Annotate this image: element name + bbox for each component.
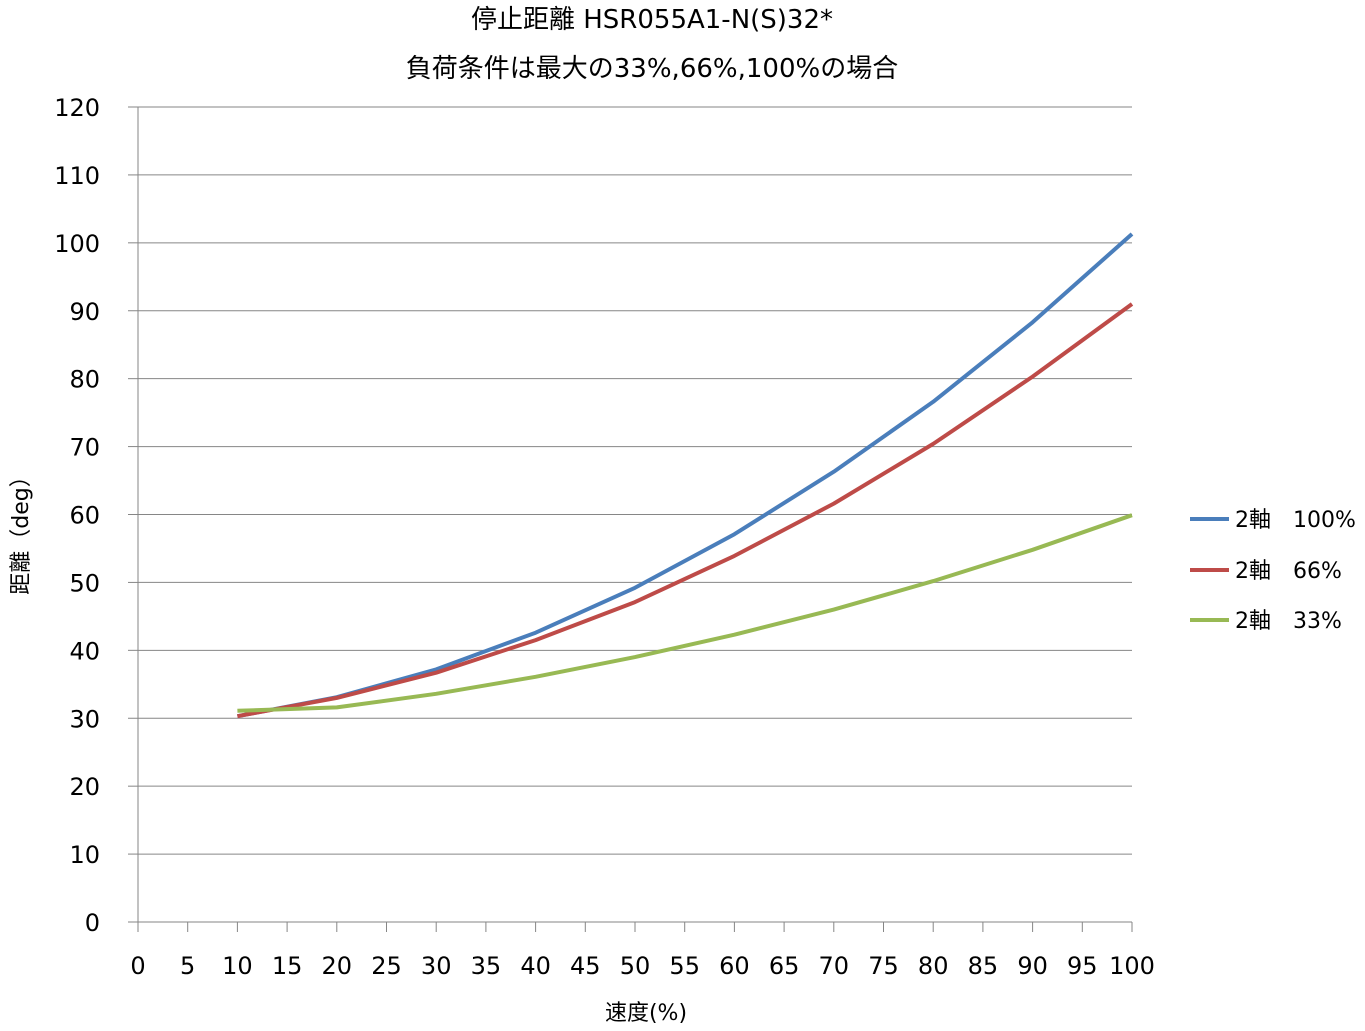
chart-title: 停止距離 HSR055A1-N(S)32* 負荷条件は最大の33%,66%,10… xyxy=(406,5,898,84)
axes xyxy=(128,106,1133,932)
y-tick-label: 110 xyxy=(54,162,100,190)
y-tick-label: 90 xyxy=(69,298,100,326)
x-tick-label: 85 xyxy=(968,952,999,980)
y-tick-label: 0 xyxy=(85,909,100,937)
y-tick-label: 10 xyxy=(69,841,100,869)
y-tick-label: 40 xyxy=(69,637,100,665)
x-tick-label: 20 xyxy=(322,952,353,980)
x-tick-label: 0 xyxy=(130,952,145,980)
legend: 2軸 100% 2軸 66% 2軸 33% xyxy=(1190,508,1356,634)
y-axis-label: 距離（deg） xyxy=(9,465,34,594)
y-tick-label: 70 xyxy=(69,434,100,462)
gridlines xyxy=(138,106,1132,855)
series-line-2 xyxy=(237,513,1133,713)
y-tick-label: 100 xyxy=(54,230,100,258)
x-tick-label: 70 xyxy=(819,952,850,980)
legend-label-1: 2軸 66% xyxy=(1235,559,1342,584)
y-tick-label: 120 xyxy=(54,94,100,122)
x-tick-label: 75 xyxy=(868,952,899,980)
x-axis-label: 速度(%) xyxy=(605,1001,687,1026)
x-tick-label: 40 xyxy=(520,952,551,980)
y-tick-label: 60 xyxy=(69,502,100,530)
legend-label-0: 2軸 100% xyxy=(1235,508,1356,533)
y-tick-label: 20 xyxy=(69,773,100,801)
chart-title-line-1: 停止距離 HSR055A1-N(S)32* xyxy=(471,5,833,35)
y-tick-label: 80 xyxy=(69,366,100,394)
legend-label-2: 2軸 33% xyxy=(1235,609,1342,634)
x-tick-label: 65 xyxy=(769,952,800,980)
x-tick-label: 10 xyxy=(222,952,253,980)
x-tick-label: 5 xyxy=(180,952,195,980)
chart-title-line-2: 負荷条件は最大の33%,66%,100%の場合 xyxy=(406,54,898,84)
x-tick-label: 100 xyxy=(1109,952,1155,980)
series-lines xyxy=(237,232,1134,719)
x-tick-label: 80 xyxy=(918,952,949,980)
x-tick-labels: 0 5 10 15 20 25 30 35 40 45 50 55 60 65 70 75 80 85 90 95 10… xyxy=(130,952,1155,980)
x-tick-label: 15 xyxy=(272,952,303,980)
x-tick-label: 25 xyxy=(371,952,402,980)
series-line-1 xyxy=(237,302,1134,719)
x-tick-label: 30 xyxy=(421,952,452,980)
x-tick-label: 50 xyxy=(620,952,651,980)
y-tick-label: 30 xyxy=(69,705,100,733)
x-tick-label: 95 xyxy=(1067,952,1098,980)
y-tick-labels: 0 10 20 30 40 50 60 70 80 90 100 110 120 xyxy=(54,94,100,937)
x-tick-label: 90 xyxy=(1017,952,1048,980)
y-tick-label: 50 xyxy=(69,569,100,597)
x-tick-label: 45 xyxy=(570,952,601,980)
x-tick-label: 60 xyxy=(719,952,750,980)
x-tick-label: 55 xyxy=(669,952,700,980)
x-tick-label: 35 xyxy=(471,952,502,980)
